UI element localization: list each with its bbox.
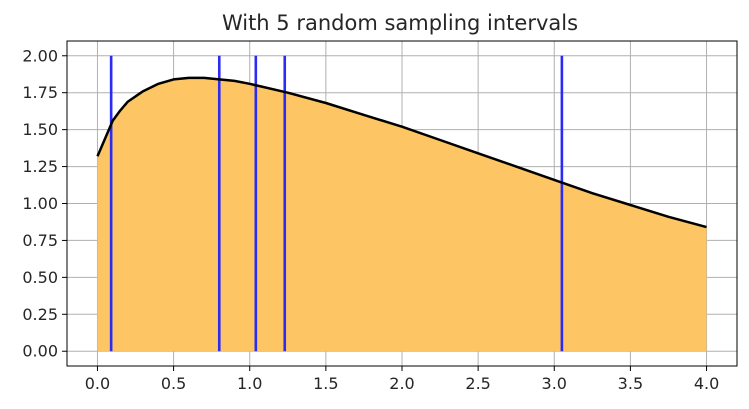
- y-tick-label: 0.75: [22, 231, 58, 250]
- y-tick-label: 1.25: [22, 157, 58, 176]
- x-tick-label: 2.5: [465, 374, 490, 393]
- y-tick-label: 2.00: [22, 46, 58, 65]
- y-tick-label: 1.75: [22, 83, 58, 102]
- density-curve: [96, 76, 707, 229]
- curve-layer: [96, 76, 707, 229]
- area-layer: [97, 77, 707, 352]
- x-tick-label: 1.0: [237, 374, 262, 393]
- area-fill: [97, 77, 707, 352]
- y-axis: 0.00 0.25 0.50 0.75 1.00 1.25 1.50 1.75 2.00: [22, 46, 67, 361]
- x-tick-label: 3.5: [618, 374, 643, 393]
- x-axis: 0.0 0.5 1.0 1.5 2.0 2.5 3.0 3.5 4.0: [85, 366, 719, 393]
- y-tick-label: 0.25: [22, 305, 58, 324]
- y-tick-label: 0.00: [22, 342, 58, 361]
- sampling-intervals: [109, 55, 564, 352]
- y-tick-label: 0.50: [22, 268, 58, 287]
- x-tick-label: 2.0: [389, 374, 414, 393]
- y-tick-label: 1.50: [22, 120, 58, 139]
- x-tick-label: 1.5: [313, 374, 338, 393]
- chart-title: With 5 random sampling intervals: [222, 11, 578, 35]
- y-tick-label: 1.00: [22, 194, 58, 213]
- x-tick-label: 0.0: [85, 374, 110, 393]
- x-tick-label: 3.0: [542, 374, 567, 393]
- x-tick-label: 0.5: [161, 374, 186, 393]
- x-tick-label: 4.0: [694, 374, 719, 393]
